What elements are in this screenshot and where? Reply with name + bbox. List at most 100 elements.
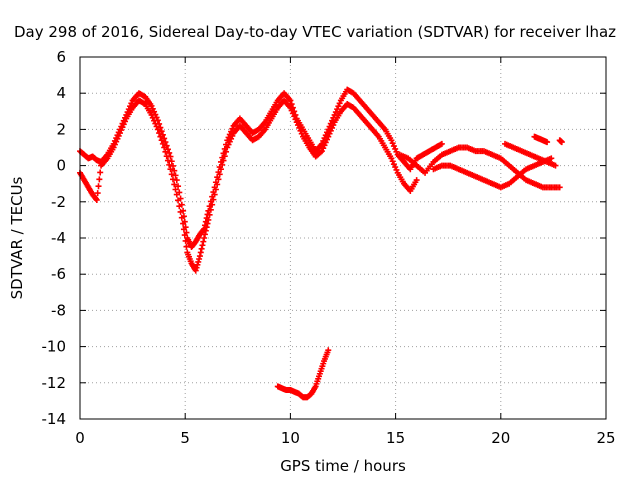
data-point bbox=[161, 144, 168, 151]
data-points bbox=[77, 86, 565, 401]
data-point bbox=[176, 203, 183, 210]
data-point bbox=[93, 196, 100, 203]
y-tick-label: -14 bbox=[42, 410, 67, 428]
data-point bbox=[167, 166, 174, 173]
data-point bbox=[97, 169, 104, 176]
data-point bbox=[96, 176, 103, 183]
data-point bbox=[156, 130, 163, 137]
data-point bbox=[200, 238, 207, 245]
data-point bbox=[180, 220, 187, 227]
y-tick-label: -4 bbox=[51, 229, 66, 247]
y-tick-label: 2 bbox=[56, 120, 66, 138]
data-point bbox=[212, 186, 219, 193]
y-tick-label: -10 bbox=[42, 338, 67, 356]
chart-title: Day 298 of 2016, Sidereal Day-to-day VTE… bbox=[14, 23, 616, 41]
x-tick-label: 10 bbox=[281, 429, 300, 447]
y-tick-label: -2 bbox=[51, 193, 66, 211]
data-point bbox=[171, 181, 178, 188]
data-point bbox=[171, 167, 178, 174]
series-track-8 bbox=[274, 347, 332, 401]
data-point bbox=[287, 97, 294, 104]
data-point bbox=[172, 172, 179, 179]
series-track-2 bbox=[77, 97, 420, 274]
data-point bbox=[166, 149, 173, 156]
data-point bbox=[558, 139, 565, 146]
data-point bbox=[166, 161, 173, 168]
y-axis-ticks: -14 -12 -10 -8 -6 -4 -2 0 2 4 6 bbox=[42, 48, 606, 428]
data-point bbox=[163, 153, 170, 160]
data-point bbox=[211, 191, 218, 198]
data-point bbox=[173, 191, 180, 198]
data-point bbox=[197, 249, 204, 256]
data-point bbox=[207, 206, 214, 213]
x-axis-ticks: 0 5 10 15 20 25 bbox=[75, 57, 616, 447]
data-point bbox=[159, 140, 166, 147]
y-tick-label: -6 bbox=[51, 265, 66, 283]
data-point bbox=[552, 162, 559, 169]
data-point bbox=[162, 148, 169, 155]
data-point bbox=[154, 126, 161, 133]
data-point bbox=[438, 140, 445, 147]
data-point bbox=[204, 220, 211, 227]
data-point bbox=[216, 171, 223, 178]
series-track-7 bbox=[556, 137, 565, 146]
y-tick-label: -8 bbox=[51, 301, 66, 319]
data-point bbox=[217, 166, 224, 173]
series-track-5 bbox=[502, 140, 559, 169]
y-tick-label: 0 bbox=[56, 157, 66, 175]
data-point bbox=[544, 139, 551, 146]
data-point bbox=[214, 181, 221, 188]
data-point bbox=[95, 183, 102, 190]
plot-frame bbox=[79, 56, 607, 420]
data-point bbox=[169, 162, 176, 169]
y-tick-label: 4 bbox=[56, 84, 66, 102]
data-point bbox=[203, 224, 210, 231]
data-point bbox=[92, 195, 99, 202]
data-point bbox=[325, 347, 332, 354]
data-point bbox=[413, 177, 420, 184]
x-tick-label: 15 bbox=[386, 429, 405, 447]
x-tick-label: 0 bbox=[75, 429, 85, 447]
data-point bbox=[215, 176, 222, 183]
data-point bbox=[178, 214, 185, 221]
series-track-3 bbox=[396, 144, 563, 191]
data-point bbox=[202, 227, 209, 234]
data-point bbox=[177, 208, 184, 215]
data-point bbox=[220, 157, 227, 164]
data-point bbox=[180, 226, 187, 233]
data-point bbox=[206, 211, 213, 218]
data-point bbox=[196, 255, 203, 262]
x-tick-label: 5 bbox=[180, 429, 190, 447]
data-point bbox=[205, 216, 212, 223]
data-point bbox=[196, 253, 203, 260]
data-point bbox=[194, 261, 201, 268]
data-point bbox=[201, 231, 208, 238]
data-point bbox=[158, 137, 165, 144]
y-tick-label: 6 bbox=[56, 48, 66, 66]
data-point bbox=[172, 186, 179, 193]
data-point bbox=[195, 258, 202, 265]
data-point bbox=[193, 264, 200, 271]
data-point bbox=[169, 176, 176, 183]
data-point bbox=[182, 237, 189, 244]
data-point bbox=[219, 161, 226, 168]
data-point bbox=[183, 243, 190, 250]
y-tick-label: -12 bbox=[42, 374, 67, 392]
data-point bbox=[175, 197, 182, 204]
data-point bbox=[168, 171, 175, 178]
data-point bbox=[199, 242, 206, 249]
data-point bbox=[556, 184, 563, 191]
x-tick-label: 25 bbox=[596, 429, 615, 447]
x-tick-label: 20 bbox=[491, 429, 510, 447]
data-point bbox=[192, 267, 199, 274]
data-point bbox=[198, 245, 205, 252]
data-point bbox=[175, 183, 182, 190]
data-point bbox=[201, 235, 208, 241]
data-point bbox=[181, 232, 188, 239]
y-axis-label: SDTVAR / TECUs bbox=[8, 176, 26, 299]
x-axis-label: GPS time / hours bbox=[280, 457, 406, 475]
data-point bbox=[548, 155, 555, 162]
data-point bbox=[94, 190, 101, 197]
data-point bbox=[209, 201, 216, 208]
